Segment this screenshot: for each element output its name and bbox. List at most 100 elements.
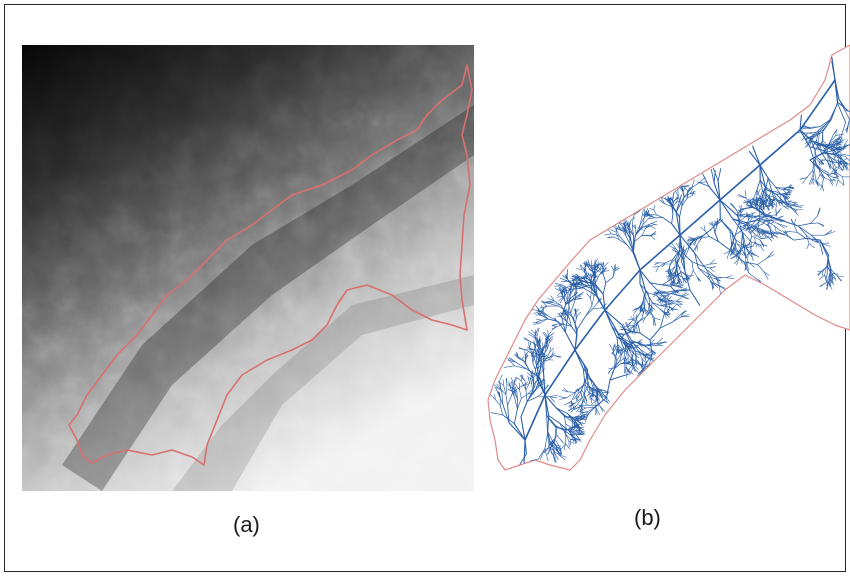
stream-segment xyxy=(627,364,633,372)
stream-segment xyxy=(797,223,811,227)
stream-segment xyxy=(603,270,609,272)
stream-segment xyxy=(642,345,652,350)
watershed-boundary xyxy=(68,64,473,466)
stream-segment xyxy=(570,312,578,330)
stream-segment xyxy=(835,179,839,187)
stream-segment xyxy=(618,223,624,227)
stream-segment xyxy=(555,449,562,455)
stream-segment xyxy=(657,298,663,301)
stream-segment xyxy=(709,266,716,269)
stream-segment xyxy=(819,168,828,175)
stream-segment xyxy=(539,347,544,357)
stream-segment xyxy=(668,276,672,281)
stream-segment xyxy=(783,195,786,201)
stream-segment xyxy=(754,204,759,211)
stream-segment xyxy=(787,184,792,188)
stream-segment xyxy=(669,280,675,285)
stream-segment xyxy=(752,145,761,166)
stream-segment xyxy=(775,187,781,195)
stream-segment xyxy=(690,270,694,277)
stream-segment xyxy=(669,274,676,281)
stream-segment xyxy=(846,124,849,130)
stream-segment xyxy=(694,239,697,246)
stream-segment xyxy=(581,280,588,283)
stream-segment xyxy=(793,224,798,233)
stream-segment xyxy=(569,292,572,303)
stream-segment xyxy=(588,385,591,394)
stream-segment xyxy=(541,342,544,349)
stream-segment xyxy=(712,167,719,182)
stream-segment xyxy=(813,158,815,171)
stream-segment xyxy=(590,292,592,299)
stream-segment xyxy=(529,342,532,348)
stream-segment xyxy=(546,300,553,303)
stream-segment xyxy=(769,229,774,240)
stream-segment xyxy=(677,286,683,289)
stream-segment xyxy=(498,374,503,383)
stream-segment xyxy=(571,292,578,298)
stream-segment xyxy=(573,405,581,411)
stream-segment xyxy=(667,302,673,305)
stream-segment xyxy=(650,233,657,237)
stream-segment xyxy=(631,331,641,334)
stream-segment xyxy=(789,203,796,206)
stream-segment xyxy=(837,179,845,186)
stream-segment xyxy=(671,205,674,215)
stream-segment xyxy=(627,326,633,333)
stream-segment xyxy=(498,391,501,398)
stream-segment xyxy=(554,283,563,286)
stream-segment xyxy=(693,270,698,278)
stream-segment xyxy=(837,160,844,163)
stream-segment xyxy=(597,390,603,400)
stream-segment xyxy=(675,190,679,198)
stream-segment xyxy=(575,397,583,407)
stream-segment xyxy=(760,231,767,234)
stream-segment xyxy=(556,434,561,441)
stream-segment xyxy=(652,292,660,298)
stream-segment xyxy=(537,358,544,363)
stream-segment xyxy=(837,275,843,282)
stream-segment xyxy=(570,286,577,294)
stream-segment xyxy=(734,239,737,248)
stream-segment xyxy=(568,282,574,291)
stream-segment xyxy=(686,274,690,280)
stream-segment xyxy=(809,146,825,152)
stream-segment xyxy=(678,242,681,250)
stream-segment xyxy=(770,232,777,238)
stream-segment xyxy=(625,235,631,245)
stream-segment xyxy=(572,420,579,426)
stream-segment xyxy=(661,279,671,286)
stream-segment xyxy=(639,269,646,292)
stream-segment xyxy=(495,399,501,406)
stream-segment xyxy=(679,199,721,236)
stream-segment xyxy=(495,387,504,405)
stream-segment xyxy=(659,314,665,329)
stream-segment xyxy=(569,419,575,424)
stream-segment xyxy=(614,268,620,272)
stream-segment xyxy=(590,397,595,402)
stream-segment xyxy=(833,153,839,159)
stream-segment xyxy=(793,208,804,210)
stream-segment xyxy=(626,324,636,327)
stream-segment xyxy=(595,407,598,415)
stream-segment xyxy=(656,214,664,218)
stream-segment xyxy=(747,212,755,216)
stream-segment xyxy=(583,267,585,273)
stream-segment xyxy=(759,179,769,191)
stream-segment xyxy=(638,369,644,374)
stream-segment xyxy=(546,415,549,435)
stream-segment xyxy=(649,339,653,355)
stream-segment xyxy=(556,323,564,328)
stream-segment xyxy=(642,316,646,323)
stream-segment xyxy=(743,261,759,265)
stream-segment xyxy=(768,195,771,203)
stream-segment xyxy=(525,363,530,372)
stream-segment xyxy=(608,367,614,374)
stream-segment xyxy=(664,313,670,318)
stream-segment xyxy=(644,308,649,314)
stream-segment xyxy=(537,342,542,350)
stream-segment xyxy=(644,207,648,216)
watershed-outline xyxy=(487,44,850,471)
stream-segment xyxy=(537,348,540,354)
stream-segment xyxy=(771,199,776,204)
